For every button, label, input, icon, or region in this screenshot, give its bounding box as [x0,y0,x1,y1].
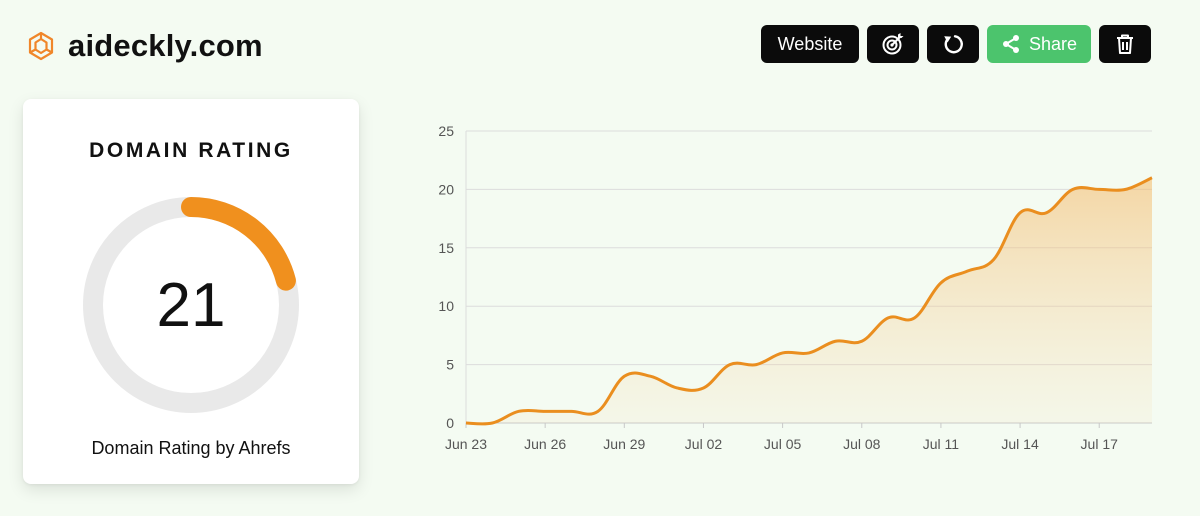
rating-data-point[interactable] [672,383,682,393]
target-button[interactable] [867,25,919,63]
rating-data-point[interactable] [540,406,550,416]
rating-area-fill [466,177,1152,424]
aideckly-logo-icon [28,31,54,61]
rating-data-point[interactable] [619,371,629,381]
domain-rating-title: DOMAIN RATING [89,139,293,162]
refresh-button[interactable] [927,25,979,63]
website-button-label: Website [777,33,843,54]
gauge-progress-arc [181,197,296,291]
x-tick-label: Jul 14 [1001,436,1039,452]
rating-data-point[interactable] [698,383,708,393]
rating-data-point[interactable] [778,348,788,358]
domain-rating-card: DOMAIN RATING 21 Domain Rating by Ahrefs [23,99,359,484]
domain-rating-gauge [83,197,299,413]
rating-data-point[interactable] [646,371,656,381]
rating-series-line [465,176,1153,426]
site-title: aideckly.com [68,28,263,63]
rating-data-point[interactable] [461,418,471,428]
rating-data-point[interactable] [857,336,867,346]
rating-data-point[interactable] [1121,184,1131,194]
delete-button[interactable] [1099,25,1151,63]
rating-data-point[interactable] [1068,184,1078,194]
x-tick-label: Jun 26 [524,436,566,452]
rating-data-point[interactable] [804,348,814,358]
target-icon [882,33,904,55]
rating-data-point[interactable] [567,406,577,416]
x-tick-label: Jul 08 [843,436,881,452]
rating-data-point[interactable] [487,418,497,428]
rating-data-point[interactable] [1147,173,1157,183]
x-tick-label: Jun 29 [603,436,645,452]
domain-rating-history-chart: 0 5 10 15 20 25 Jun 23 Jun 26 Jun 29 Jul 02 Jul 05… [438,123,1157,452]
rating-data-point[interactable] [751,360,761,370]
website-button[interactable]: Website [761,25,859,63]
rating-data-point[interactable] [1041,208,1051,218]
rating-data-point[interactable] [514,406,524,416]
trash-icon [1117,34,1133,54]
rating-data-point[interactable] [883,313,893,323]
rating-data-point[interactable] [593,406,603,416]
x-tick-label: Jul 02 [685,436,723,452]
y-tick-label: 10 [438,298,454,314]
y-tick-label: 0 [446,415,454,431]
domain-rating-value: 21 [156,270,226,340]
rating-data-point[interactable] [1015,208,1025,218]
share-button-label: Share [1028,33,1078,54]
rating-data-point[interactable] [1094,184,1104,194]
x-tick-label: Jul 05 [764,436,802,452]
toolbar: Website Share [761,25,1151,63]
domain-rating-source: Domain Rating by Ahrefs [91,438,291,458]
share-icon [1002,35,1019,53]
x-tick-label: Jun 23 [445,436,487,452]
share-button[interactable]: Share [987,25,1091,63]
y-tick-label: 20 [438,181,454,197]
page-header: aideckly.com [26,26,263,66]
x-tick-label: Jul 11 [923,436,960,452]
x-tick-label: Jul 17 [1081,436,1119,452]
rating-data-point[interactable] [830,336,840,346]
rating-data-point[interactable] [936,278,946,288]
y-tick-label: 15 [438,240,454,256]
rating-data-point[interactable] [725,360,735,370]
rating-data-point[interactable] [910,313,920,323]
rating-data-point[interactable] [962,266,972,276]
y-tick-label: 5 [446,357,454,373]
y-tick-label: 25 [438,123,454,139]
rating-data-point[interactable] [989,254,999,264]
refresh-icon [944,35,963,54]
